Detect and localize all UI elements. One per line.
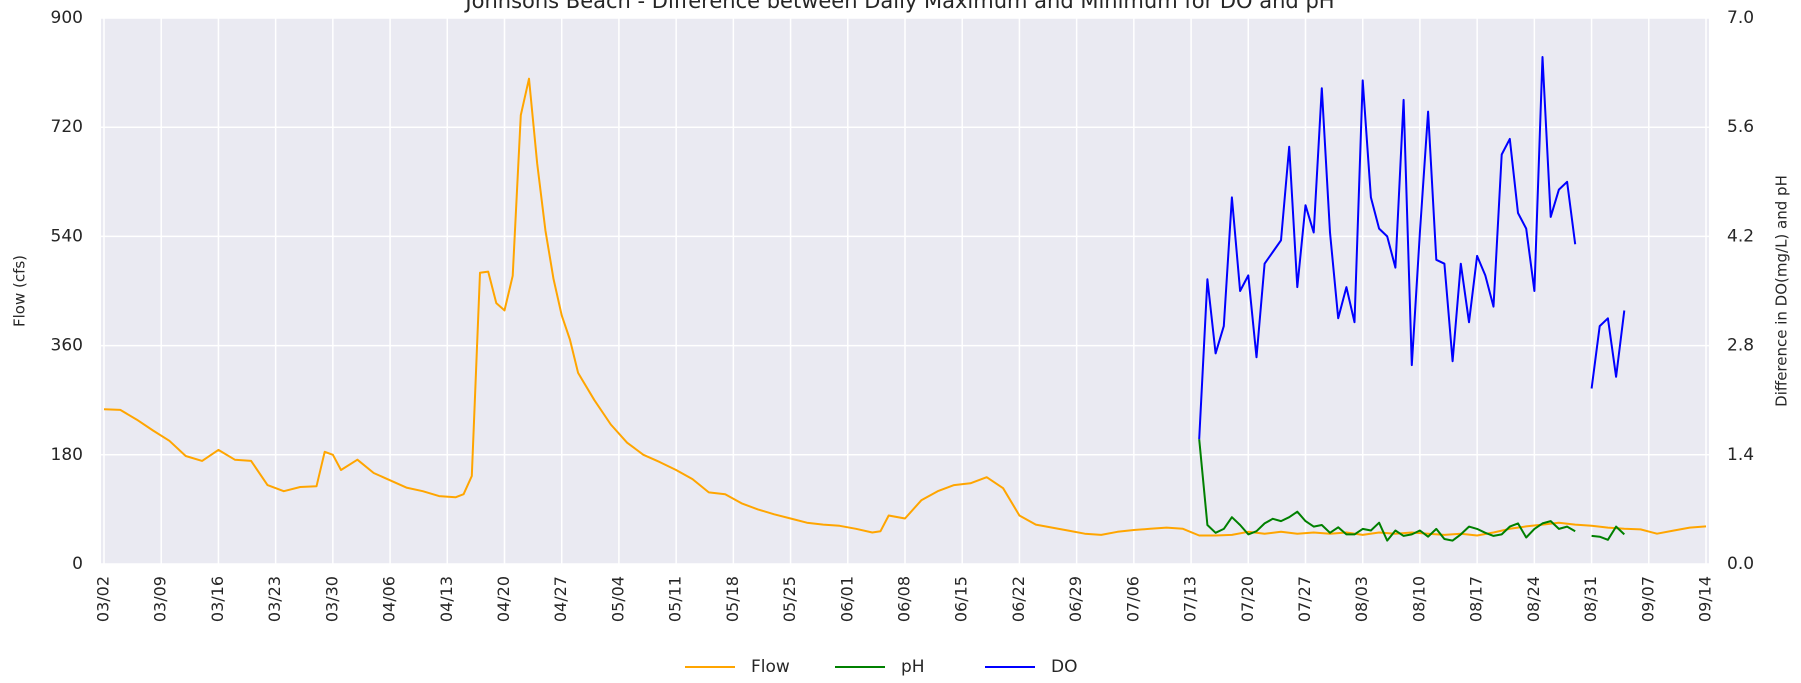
x-tick-label: 06/08 (895, 576, 914, 622)
x-tick-label: 05/11 (666, 576, 685, 622)
x-tick-label: 03/02 (94, 576, 113, 622)
y2-axis-label: Difference in DO(mg/L) and pH (1773, 175, 1791, 407)
x-tick-label: 06/22 (1009, 576, 1028, 622)
x-tick-label: 05/18 (723, 576, 742, 622)
x-tick-label: 03/09 (151, 576, 170, 622)
x-tick-label: 06/01 (837, 576, 856, 622)
x-tick-label: 04/20 (494, 576, 513, 622)
x-tick-label: 09/07 (1638, 576, 1657, 622)
series-line (103, 77, 1707, 537)
x-tick-label: 03/30 (322, 576, 341, 622)
y-tick-label: 900 (51, 8, 83, 28)
legend-label: DO (1051, 657, 1077, 677)
x-tick-label: 03/16 (208, 576, 227, 622)
y-axis-label: Flow (cfs) (11, 255, 29, 327)
y2-tick-label: 2.8 (1727, 336, 1754, 356)
x-tick-label: 08/31 (1581, 576, 1600, 622)
y-tick-label: 540 (51, 226, 83, 246)
x-tick-label: 05/04 (608, 576, 627, 622)
x-tick-label: 08/10 (1409, 576, 1428, 622)
chart-title: Johnsons Beach - Difference between Dail… (463, 0, 1334, 13)
x-tick-label: 07/13 (1181, 576, 1200, 622)
grid (101, 17, 1709, 565)
y-tick-label: 180 (51, 445, 83, 465)
x-tick-label: 04/13 (437, 576, 456, 622)
x-tick-label: 07/27 (1295, 576, 1314, 622)
y2-tick-label: 1.4 (1727, 445, 1754, 465)
x-tick-label: 04/27 (551, 576, 570, 622)
y2-tick-label: 7.0 (1727, 8, 1754, 28)
x-tick-label: 03/23 (265, 576, 284, 622)
x-tick-label: 08/17 (1467, 576, 1486, 622)
series-line (1198, 439, 1625, 542)
y2-tick-label: 5.6 (1727, 117, 1754, 137)
y-tick-label: 720 (51, 117, 83, 137)
lines (103, 56, 1707, 542)
x-tick-label: 09/14 (1696, 576, 1715, 622)
x-tick-label: 07/20 (1238, 576, 1257, 622)
x-tick-label: 04/06 (380, 576, 399, 622)
series-line (1198, 56, 1626, 440)
x-tick-label: 06/29 (1066, 576, 1085, 622)
y-tick-label: 360 (51, 336, 83, 356)
y2-tick-label: 4.2 (1727, 226, 1754, 246)
y-tick-label: 0 (72, 554, 83, 574)
x-tick-label: 06/15 (952, 576, 971, 622)
legend-label: Flow (751, 657, 790, 677)
legend-label: pH (901, 657, 925, 677)
x-tick-label: 08/24 (1524, 576, 1543, 622)
x-tick-label: 08/03 (1352, 576, 1371, 622)
y2-tick-label: 0.0 (1727, 554, 1754, 574)
x-tick-label: 07/06 (1123, 576, 1142, 622)
x-tick-label: 05/25 (780, 576, 799, 622)
